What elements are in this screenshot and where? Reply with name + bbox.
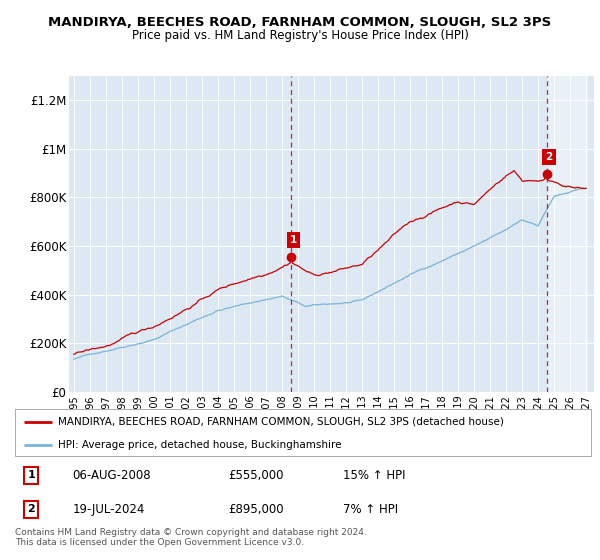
- Text: £895,000: £895,000: [228, 503, 284, 516]
- Text: 2: 2: [27, 505, 35, 515]
- Text: MANDIRYA, BEECHES ROAD, FARNHAM COMMON, SLOUGH, SL2 3PS: MANDIRYA, BEECHES ROAD, FARNHAM COMMON, …: [49, 16, 551, 29]
- Text: Price paid vs. HM Land Registry's House Price Index (HPI): Price paid vs. HM Land Registry's House …: [131, 29, 469, 42]
- Text: 15% ↑ HPI: 15% ↑ HPI: [343, 469, 406, 482]
- Text: HPI: Average price, detached house, Buckinghamshire: HPI: Average price, detached house, Buck…: [58, 440, 342, 450]
- Text: 1: 1: [290, 235, 297, 245]
- Text: 7% ↑ HPI: 7% ↑ HPI: [343, 503, 398, 516]
- Text: MANDIRYA, BEECHES ROAD, FARNHAM COMMON, SLOUGH, SL2 3PS (detached house): MANDIRYA, BEECHES ROAD, FARNHAM COMMON, …: [58, 417, 504, 427]
- Text: Contains HM Land Registry data © Crown copyright and database right 2024.
This d: Contains HM Land Registry data © Crown c…: [15, 528, 367, 547]
- Text: 2: 2: [545, 152, 553, 162]
- Text: 19-JUL-2024: 19-JUL-2024: [73, 503, 145, 516]
- Text: 1: 1: [27, 470, 35, 480]
- Text: 06-AUG-2008: 06-AUG-2008: [73, 469, 151, 482]
- Text: £555,000: £555,000: [228, 469, 284, 482]
- Bar: [547, 76, 587, 392]
